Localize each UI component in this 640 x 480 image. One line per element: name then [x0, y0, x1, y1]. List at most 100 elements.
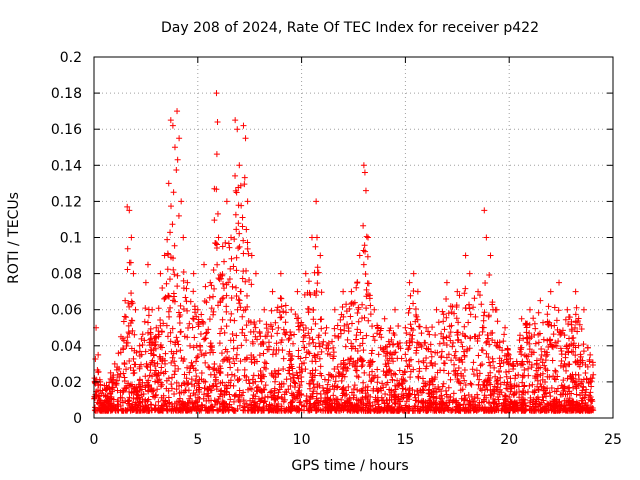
data-point — [180, 305, 187, 312]
data-point — [423, 355, 430, 362]
data-point — [209, 406, 216, 413]
data-point — [374, 397, 381, 404]
data-point — [187, 365, 194, 372]
data-point — [446, 323, 453, 330]
data-point — [364, 253, 371, 260]
data-point — [108, 395, 115, 402]
data-point — [250, 407, 257, 414]
data-point — [194, 380, 201, 387]
data-point — [358, 356, 365, 363]
data-point — [235, 245, 242, 252]
data-point — [123, 366, 130, 373]
data-point — [350, 300, 357, 307]
data-point — [278, 303, 285, 310]
data-point — [230, 398, 237, 405]
data-point — [309, 370, 316, 377]
data-point — [505, 368, 512, 375]
data-point — [256, 352, 263, 359]
data-point — [484, 332, 491, 339]
data-point — [130, 270, 137, 277]
data-point — [306, 385, 313, 392]
data-point — [252, 393, 259, 400]
data-point — [431, 385, 438, 392]
data-point — [108, 402, 115, 409]
data-point — [553, 397, 560, 404]
data-point — [343, 308, 350, 315]
data-point — [173, 166, 180, 173]
data-point — [258, 397, 265, 404]
data-point — [263, 402, 270, 409]
data-point — [531, 320, 538, 327]
data-point — [465, 392, 472, 399]
data-point — [443, 334, 450, 341]
data-point — [183, 375, 190, 382]
data-point — [241, 372, 248, 379]
x-tick-label: 0 — [90, 432, 99, 448]
data-point — [144, 319, 151, 326]
data-point — [314, 351, 321, 358]
data-point — [420, 357, 427, 364]
data-point — [366, 363, 373, 370]
data-point — [378, 325, 385, 332]
data-point — [263, 333, 270, 340]
data-point — [540, 336, 547, 343]
data-point — [206, 316, 213, 323]
data-point — [223, 292, 230, 299]
data-point — [347, 313, 354, 320]
data-point — [332, 373, 339, 380]
data-point — [543, 349, 550, 356]
data-point — [218, 325, 225, 332]
data-point — [288, 332, 295, 339]
data-point — [233, 267, 240, 274]
data-point — [219, 272, 226, 279]
data-point — [572, 352, 579, 359]
data-point — [280, 355, 287, 362]
data-point — [415, 399, 422, 406]
data-point — [223, 198, 230, 205]
data-point — [347, 356, 354, 363]
data-point — [472, 313, 479, 320]
data-point — [292, 311, 299, 318]
data-point — [438, 400, 445, 407]
data-point — [538, 383, 545, 390]
data-point — [324, 350, 331, 357]
data-point — [580, 348, 587, 355]
data-point — [434, 349, 441, 356]
data-point — [126, 358, 133, 365]
data-point — [196, 342, 203, 349]
data-point — [405, 403, 412, 410]
data-point — [452, 348, 459, 355]
data-point — [555, 402, 562, 409]
data-point — [510, 366, 517, 373]
data-point — [211, 217, 218, 224]
data-point — [350, 385, 357, 392]
data-point — [276, 381, 283, 388]
data-point — [315, 402, 322, 409]
data-point — [165, 251, 172, 258]
data-point — [121, 360, 128, 367]
data-point — [392, 394, 399, 401]
data-point — [286, 407, 293, 414]
data-point — [103, 397, 110, 404]
data-point — [334, 383, 341, 390]
data-point — [259, 339, 266, 346]
data-point — [451, 361, 458, 368]
data-point — [369, 347, 376, 354]
data-point — [211, 371, 218, 378]
data-point — [322, 330, 329, 337]
data-point — [230, 263, 237, 270]
data-point — [454, 332, 461, 339]
data-point — [171, 358, 178, 365]
data-point — [234, 306, 241, 313]
data-point — [170, 189, 177, 196]
data-point — [158, 364, 165, 371]
data-point — [190, 270, 197, 277]
data-point — [467, 311, 474, 318]
y-tick-label: 0.16 — [51, 122, 82, 138]
data-point — [490, 400, 497, 407]
data-point — [415, 374, 422, 381]
data-point — [197, 331, 204, 338]
data-point — [278, 407, 285, 414]
data-point — [109, 374, 116, 381]
data-point — [387, 325, 394, 332]
